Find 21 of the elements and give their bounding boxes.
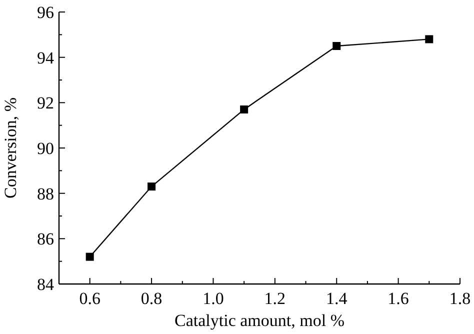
y-tick-label: 84 <box>37 274 54 294</box>
y-tick-label: 94 <box>37 48 54 68</box>
point <box>148 182 156 191</box>
x-tick-label: 1.6 <box>388 289 409 308</box>
y-tick-label: 96 <box>37 2 54 22</box>
y-tick-label: 90 <box>37 138 54 158</box>
x-tick-label: 0.8 <box>140 289 162 308</box>
x-tick-label: 0.6 <box>79 289 100 308</box>
x-axis-title: Catalytic amount, mol % <box>174 311 344 330</box>
point <box>425 35 434 44</box>
y-tick-label: 88 <box>37 184 54 204</box>
x-tick-label: 1.8 <box>449 289 471 308</box>
y-tick-label: 86 <box>37 230 54 249</box>
point <box>240 105 248 114</box>
y-axis-title: Conversion, % <box>1 97 20 199</box>
y-tick-label: 92 <box>37 94 54 113</box>
x-tick-label: 1.2 <box>264 289 286 308</box>
x-tick-label: 1.0 <box>202 289 224 308</box>
point <box>332 42 341 50</box>
x-tick-label: 1.4 <box>326 289 348 308</box>
point <box>86 252 94 261</box>
